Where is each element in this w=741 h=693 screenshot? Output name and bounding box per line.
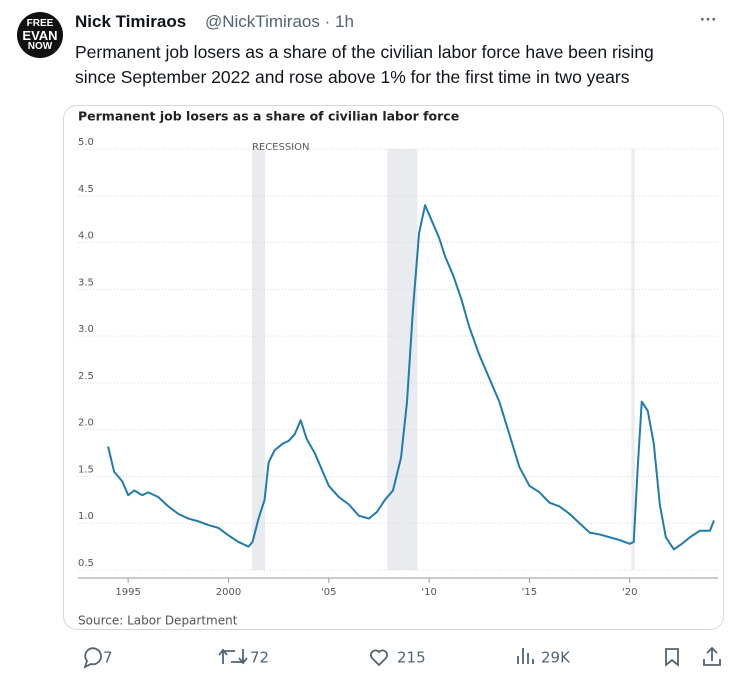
reply-icon [83,647,102,669]
header-meta: @NickTimiraos · 1h [205,12,354,32]
bookmark-icon [665,648,679,667]
like-button[interactable] [370,649,388,667]
avatar-text: FREE [26,17,54,29]
y-tick-label: 3.5 [78,277,94,288]
chart-card[interactable]: Permanent job losers as a share of civil… [63,105,724,630]
x-tick-label: '10 [421,587,436,598]
more-button[interactable]: ··· [700,10,717,29]
retweet-count: 72 [250,649,269,667]
recession-label: RECESSION [252,142,310,153]
x-tick-label: '15 [522,587,537,598]
y-tick-label: 3.0 [78,324,94,335]
retweet-icon [218,648,248,665]
chart-title: Permanent job losers as a share of civil… [78,109,459,124]
y-tick-label: 2.0 [78,418,94,429]
tweet-text: since September 2022 and rose above 1% f… [75,67,630,87]
recession-band [387,149,418,570]
views-button[interactable] [517,648,534,664]
recession-band [631,149,635,570]
recession-band [251,149,266,570]
y-tick-label: 4.0 [78,231,94,242]
avatar-text: NOW [27,40,53,52]
time[interactable]: 1h [335,12,354,31]
y-tick-label: 1.5 [78,464,94,475]
x-tick-label: 1995 [115,587,140,598]
like-icon [370,649,388,667]
y-tick-label: 0.5 [78,558,94,569]
bookmark-button[interactable] [665,648,679,667]
retweet-button[interactable] [218,648,248,665]
share-button[interactable] [703,646,721,666]
avatar[interactable]: FREE EVAN NOW [17,12,63,58]
views-count: 29K [541,649,571,667]
author[interactable]: Nick Timiraos [75,12,187,31]
chart: Permanent job losers as a share of civil… [78,109,718,628]
reply-count: 7 [103,649,113,667]
y-tick-label: 4.5 [78,184,94,195]
action-bar: 7 72 215 29K [83,646,721,669]
reply-button[interactable] [83,647,102,669]
y-tick-label: 1.0 [78,511,94,522]
avatar-text: EVAN [22,27,58,43]
share-icon [703,646,721,666]
y-tick-label: 2.5 [78,371,94,382]
handle[interactable]: @NickTimiraos [205,12,320,31]
separator: · [324,12,331,31]
like-count: 215 [397,649,426,667]
x-tick-label: '05 [321,587,336,598]
tweet-text: Permanent job losers as a share of the c… [75,42,654,62]
chart-source: Source: Labor Department [78,614,238,628]
x-tick-label: '20 [622,587,637,598]
y-tick-label: 5.0 [78,137,94,148]
x-tick-label: 2000 [216,587,241,598]
views-icon [517,648,534,664]
data-line [107,204,715,551]
